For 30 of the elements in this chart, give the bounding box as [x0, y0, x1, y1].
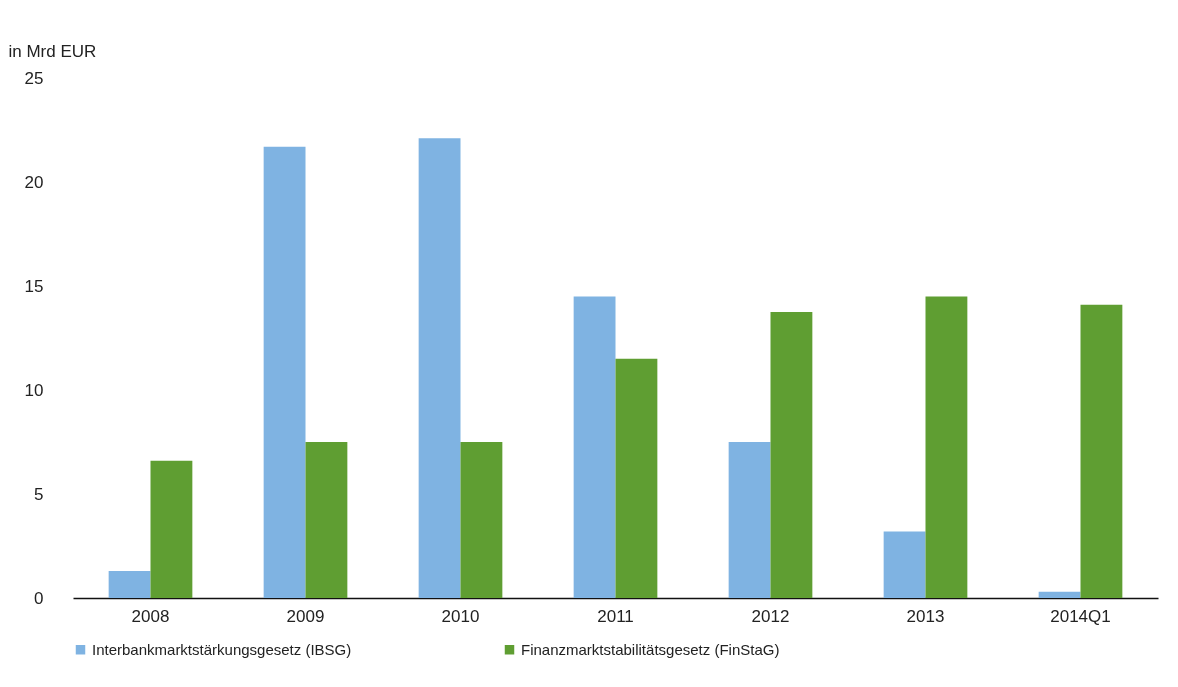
legend-label: Finanzmarktstabilitätsgesetz (FinStaG): [521, 640, 780, 658]
y-axis-title: in Mrd EUR: [8, 41, 97, 61]
bar: [108, 570, 151, 598]
x-tick-label: 2012: [751, 606, 790, 626]
x-tick-label: 2010: [441, 606, 480, 626]
bar: [460, 442, 503, 598]
bar: [925, 296, 968, 598]
bar: [883, 531, 926, 598]
y-tick-label: 25: [24, 68, 44, 88]
y-tick-label: 15: [24, 276, 44, 296]
bar: [728, 442, 771, 598]
y-tick-label: 5: [34, 484, 44, 504]
x-tick-label: 2013: [906, 606, 945, 626]
x-tick-label: 2009: [286, 606, 325, 626]
bar: [418, 138, 461, 598]
bar: [1038, 591, 1081, 598]
bar: [263, 146, 306, 598]
y-tick-label: 10: [24, 380, 44, 400]
bar: [573, 296, 616, 598]
bar: [770, 312, 813, 598]
y-tick-label: 0: [34, 588, 44, 608]
y-tick-label: 20: [24, 172, 44, 192]
bar: [150, 460, 193, 598]
x-tick-label: 2008: [131, 606, 170, 626]
x-tick-label: 2014Q1: [1050, 606, 1111, 626]
bar: [1080, 304, 1123, 598]
legend-label: Interbankmarktstärkungsgesetz (IBSG): [92, 640, 352, 658]
bar: [305, 442, 348, 598]
x-tick-label: 2011: [597, 606, 634, 626]
bar: [615, 358, 658, 598]
